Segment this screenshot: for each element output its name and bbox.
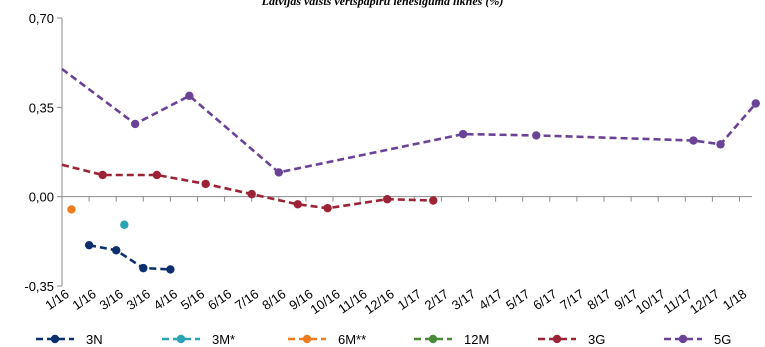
x-tick-label: 3/17 — [449, 286, 478, 313]
x-tick-label: 4/16 — [151, 286, 180, 313]
series-6m — [67, 205, 76, 214]
x-tick-label: 1/16 — [69, 286, 98, 313]
axes-layer — [57, 17, 752, 287]
data-point — [323, 203, 332, 213]
series-line — [88, 243, 171, 271]
legend-item-6m: 6M** — [288, 332, 366, 347]
data-point — [716, 140, 725, 149]
legend-item-3m: 3M* — [162, 332, 235, 347]
data-point — [139, 263, 148, 273]
legend-item-3n: 3N — [36, 332, 103, 347]
data-point — [166, 265, 175, 274]
legend-item-12m: 12M — [414, 332, 489, 347]
chart-title: Latvijas valsts vērtspapīru ienesīguma l… — [261, 0, 504, 8]
legend-label: 6M** — [338, 332, 366, 347]
x-tick-label: 12/16 — [362, 286, 397, 317]
legend-swatch-marker — [552, 334, 562, 344]
series-5g — [61, 67, 760, 177]
y-tick-label: 0,00 — [29, 190, 54, 205]
x-tick-label: 4/17 — [476, 286, 505, 313]
legend-swatch-marker — [302, 334, 312, 344]
data-point — [120, 220, 129, 229]
x-tick-label: 5/16 — [178, 286, 207, 313]
legend-item-3g: 3G — [538, 332, 605, 347]
x-tick-label: 6/17 — [530, 286, 559, 313]
legend-item-5g: 5G — [664, 332, 731, 347]
x-tick-label: 12/17 — [687, 286, 722, 317]
data-point — [429, 196, 438, 205]
legend-label: 3N — [86, 332, 103, 347]
x-tick-label: 11/16 — [335, 286, 369, 316]
series-3m — [120, 220, 129, 229]
legend-swatch-marker — [50, 334, 60, 344]
data-point — [185, 91, 194, 101]
legend-swatch-marker — [678, 334, 688, 344]
data-point — [458, 129, 468, 139]
data-point — [130, 119, 140, 129]
x-tick-label: 5/17 — [503, 286, 532, 313]
legend-label: 3G — [588, 332, 605, 347]
data-point — [532, 131, 541, 140]
x-tick-label: 2/17 — [422, 286, 451, 313]
y-tick-labels: 0,70 0,35 0,00 -0,35 — [24, 11, 54, 294]
data-point — [201, 179, 210, 189]
y-tick-label: 0,35 — [29, 100, 54, 115]
x-tick-label: 7/16 — [232, 286, 261, 313]
x-tick-labels: 1/161/163/163/164/165/166/167/168/169/16… — [42, 286, 749, 317]
data-point — [112, 246, 121, 255]
data-point — [274, 168, 283, 177]
x-tick-label: 1/18 — [720, 286, 749, 313]
legend-swatch-marker — [176, 334, 186, 344]
x-tick-label: 3/16 — [124, 286, 153, 313]
data-point — [247, 189, 256, 199]
legend-label: 3M* — [212, 332, 235, 347]
data-point — [293, 200, 302, 209]
data-point — [152, 170, 162, 180]
data-point — [67, 205, 76, 214]
x-tick-label: 6/16 — [205, 286, 234, 313]
data-point — [98, 170, 107, 180]
data-point — [751, 99, 760, 108]
legend-swatch-marker — [428, 334, 438, 344]
x-tick-label: 11/17 — [661, 286, 695, 316]
x-tick-label: 1/17 — [395, 286, 424, 313]
legend: 3N 3M* 6M** 12M 3G 5G — [36, 332, 731, 347]
series-line — [61, 67, 757, 174]
series-layer — [61, 67, 760, 274]
legend-label: 12M — [464, 332, 489, 347]
x-tick-label: 8/16 — [259, 286, 288, 313]
data-point — [689, 136, 698, 145]
x-tick-label: 7/17 — [557, 286, 586, 313]
data-point — [383, 195, 392, 204]
legend-label: 5G — [714, 332, 731, 347]
y-tick-label: 0,70 — [29, 11, 54, 26]
data-point — [84, 240, 94, 250]
series-3g — [61, 163, 438, 213]
x-tick-label: 8/17 — [584, 286, 613, 313]
x-tick-label: 3/16 — [97, 286, 126, 313]
y-tick-label: -0,35 — [24, 279, 54, 294]
series-3n — [84, 240, 175, 274]
series-line — [61, 163, 434, 210]
